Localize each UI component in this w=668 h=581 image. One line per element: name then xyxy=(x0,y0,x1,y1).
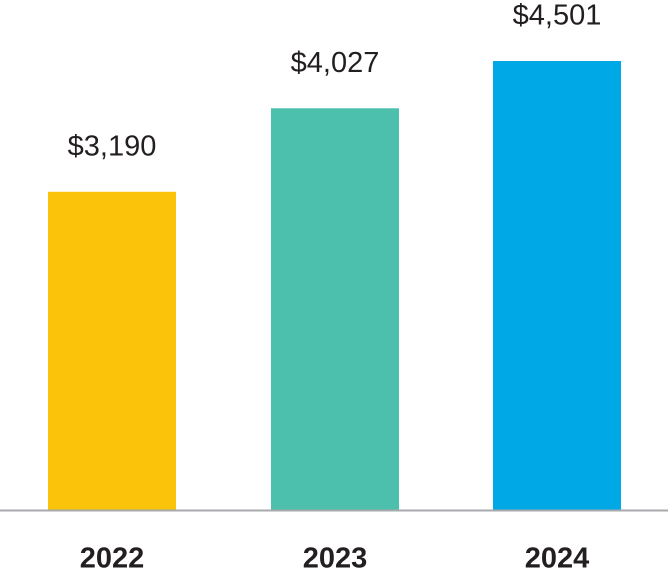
value-label: $4,501 xyxy=(513,0,602,32)
bar xyxy=(48,191,176,510)
bar xyxy=(493,61,621,510)
x-tick-label: 2023 xyxy=(303,543,368,575)
value-label: $3,190 xyxy=(68,130,157,162)
bar xyxy=(271,108,399,511)
x-tick-label: 2024 xyxy=(525,543,590,575)
value-label: $4,027 xyxy=(291,47,380,79)
x-tick-label: 2022 xyxy=(80,543,145,575)
